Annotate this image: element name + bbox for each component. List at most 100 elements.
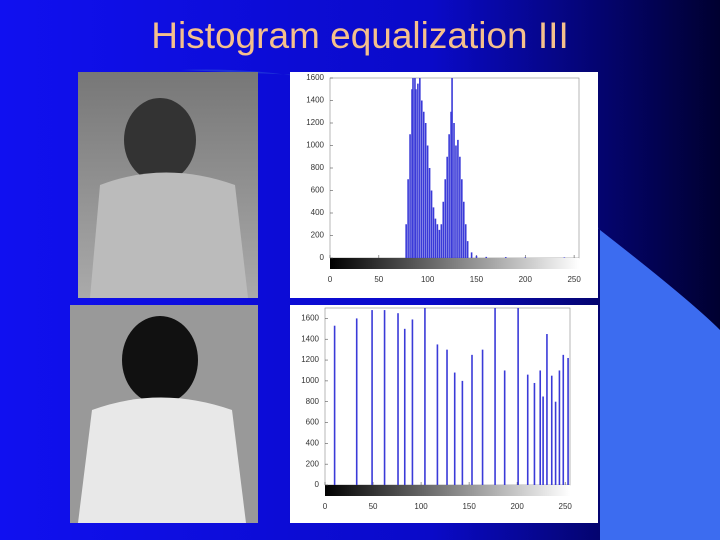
bar — [371, 310, 373, 485]
y-tick-label: 600 — [306, 418, 320, 427]
bar — [466, 241, 469, 258]
bar — [383, 310, 386, 485]
bar — [451, 78, 453, 258]
bar — [453, 123, 455, 258]
y-tick-label: 0 — [315, 480, 320, 489]
y-tick-label: 1600 — [306, 73, 324, 82]
bar — [533, 382, 536, 485]
bar — [464, 224, 467, 258]
bar — [450, 111, 452, 258]
y-tick-label: 1200 — [301, 355, 319, 364]
bar — [420, 100, 423, 258]
bar — [442, 201, 445, 258]
bar — [424, 123, 427, 258]
bar — [562, 354, 565, 485]
photo-equalized — [70, 305, 258, 523]
bar — [430, 190, 433, 258]
bar — [434, 218, 437, 258]
y-tick-label: 1600 — [301, 314, 319, 323]
x-tick-label: 200 — [519, 275, 533, 284]
bar — [333, 325, 336, 485]
bar — [436, 224, 439, 258]
bar — [446, 156, 448, 258]
bar — [403, 328, 406, 485]
bar — [526, 374, 529, 485]
bar — [471, 354, 473, 485]
x-tick-label: 0 — [328, 275, 333, 284]
bar — [470, 252, 473, 258]
bar — [475, 255, 478, 258]
bar — [485, 256, 488, 258]
slide-title: Histogram equalization III — [151, 15, 568, 56]
y-tick-label: 1400 — [301, 334, 319, 343]
x-tick-label: 250 — [567, 275, 581, 284]
bar — [461, 380, 464, 485]
bar — [481, 349, 484, 485]
bar — [504, 257, 507, 258]
bar — [417, 83, 419, 258]
x-tick-label: 200 — [510, 502, 524, 511]
bar — [355, 318, 358, 485]
y-tick-label: 0 — [320, 253, 325, 262]
y-tick-label: 200 — [306, 459, 320, 468]
bar — [415, 89, 417, 258]
bar — [419, 78, 421, 258]
bar — [448, 134, 450, 258]
bar — [432, 207, 435, 258]
bar — [558, 370, 561, 485]
bar — [455, 145, 457, 258]
bar — [453, 372, 456, 485]
x-tick-label: 50 — [374, 275, 383, 284]
bar — [457, 139, 459, 258]
bar — [563, 257, 566, 258]
y-tick-label: 1000 — [306, 141, 324, 150]
y-tick-label: 800 — [306, 397, 320, 406]
y-tick-label: 1000 — [301, 376, 319, 385]
photo-original — [78, 72, 258, 298]
gray-ramp — [330, 258, 579, 269]
bar — [459, 156, 461, 258]
bar — [494, 308, 496, 485]
bar — [405, 224, 407, 258]
bar — [542, 396, 544, 485]
bar — [411, 89, 413, 258]
bar — [446, 349, 448, 485]
bar — [436, 344, 439, 485]
x-tick-label: 100 — [421, 275, 435, 284]
x-tick-label: 0 — [323, 502, 328, 511]
y-tick-label: 400 — [306, 438, 320, 447]
bar — [539, 370, 542, 485]
x-tick-label: 50 — [369, 502, 378, 511]
bar — [397, 313, 399, 485]
bar — [407, 179, 409, 258]
bar — [411, 319, 414, 485]
x-tick-label: 250 — [559, 502, 573, 511]
bar — [438, 229, 441, 258]
y-tick-label: 800 — [311, 163, 325, 172]
bar — [524, 257, 527, 258]
gray-ramp — [325, 485, 570, 496]
y-tick-label: 1200 — [306, 118, 324, 127]
bar — [440, 224, 443, 258]
bar — [517, 308, 519, 485]
bar — [503, 370, 506, 485]
bar — [412, 78, 414, 258]
x-tick-label: 150 — [470, 275, 484, 284]
bar — [428, 168, 431, 258]
bar — [550, 375, 553, 485]
bar — [409, 134, 411, 258]
bar — [461, 179, 463, 258]
bar — [414, 78, 416, 258]
swoosh — [600, 230, 720, 540]
y-tick-label: 1400 — [306, 96, 324, 105]
bar — [422, 111, 425, 258]
bar — [424, 308, 426, 485]
bar — [546, 334, 548, 485]
x-tick-label: 100 — [414, 502, 428, 511]
bar — [462, 201, 465, 258]
y-tick-label: 400 — [311, 208, 325, 217]
bar — [554, 401, 557, 485]
y-tick-label: 600 — [311, 186, 325, 195]
bar — [444, 179, 447, 258]
